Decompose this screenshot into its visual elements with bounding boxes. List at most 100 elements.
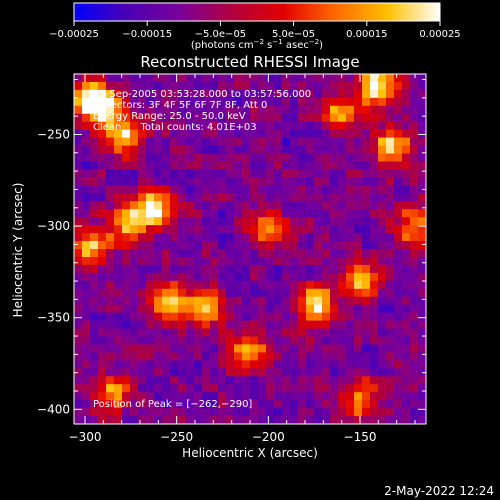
heatmap-cell [298, 161, 307, 170]
heatmap-cell [402, 193, 411, 202]
heatmap-cell [98, 177, 107, 186]
heatmap-cell [210, 360, 219, 369]
heatmap-cell [178, 392, 187, 401]
heatmap-cell [234, 74, 243, 83]
heatmap-cell [114, 193, 123, 202]
heatmap-cell [106, 193, 115, 202]
heatmap-cell [210, 241, 219, 250]
heatmap-cell [274, 368, 283, 377]
heatmap-cell [322, 105, 331, 115]
heatmap-cell [338, 376, 347, 385]
heatmap-cell [282, 129, 291, 139]
heatmap-cell [250, 264, 259, 274]
heatmap-cell [242, 416, 251, 424]
heatmap-cell [130, 328, 139, 337]
heatmap-cell [122, 304, 131, 314]
heatmap-cell [242, 169, 251, 178]
heatmap-cell [370, 137, 379, 146]
heatmap-cell [202, 193, 211, 202]
heatmap-cell [226, 264, 235, 274]
heatmap-cell [106, 249, 115, 258]
heatmap-cell [274, 264, 283, 274]
heatmap-cell [74, 81, 83, 91]
heatmap-cell [362, 280, 371, 290]
chart-title: Reconstructed RHESSI Image [140, 53, 359, 71]
heatmap-cell [354, 129, 363, 139]
heatmap-cell [418, 105, 426, 115]
heatmap-cell [362, 408, 371, 417]
heatmap-cell [242, 328, 251, 337]
heatmap-cell [306, 392, 315, 401]
heatmap-cell [250, 209, 259, 218]
heatmap-cell [298, 264, 307, 274]
heatmap-cell [314, 121, 323, 131]
heatmap-cell [298, 320, 307, 329]
heatmap-cell [370, 97, 379, 107]
heatmap-cell [354, 169, 363, 178]
heatmap-cell [202, 129, 211, 139]
heatmap-cell [378, 233, 387, 242]
heatmap-cell [410, 217, 419, 226]
heatmap-cell [234, 408, 243, 417]
heatmap-cell [218, 408, 227, 417]
heatmap-cell [234, 249, 243, 258]
heatmap-cell [314, 288, 323, 298]
heatmap-cell [394, 416, 403, 424]
heatmap-cell [146, 74, 155, 83]
heatmap-cell [314, 320, 323, 329]
heatmap-cell [194, 249, 203, 258]
heatmap-cell [202, 113, 211, 123]
heatmap-cell [322, 89, 331, 99]
heatmap-cell [330, 217, 339, 226]
heatmap-cell [82, 384, 91, 393]
heatmap-cell [242, 89, 251, 99]
heatmap-cell [130, 145, 139, 154]
heatmap-cell [82, 264, 91, 274]
heatmap-cell [362, 249, 371, 258]
heatmap-cell [154, 336, 163, 345]
heatmap-cell [170, 360, 179, 369]
heatmap-cell [146, 352, 155, 361]
heatmap-cell [242, 312, 251, 321]
heatmap-cell [98, 400, 107, 409]
heatmap-cell [418, 145, 426, 154]
heatmap-cell [226, 368, 235, 377]
heatmap-cell [178, 74, 187, 83]
heatmap-cell [274, 392, 283, 401]
heatmap-cell [178, 336, 187, 345]
heatmap-cell [290, 400, 299, 409]
heatmap-cell [122, 264, 131, 274]
heatmap-cell [98, 201, 107, 210]
heatmap-cell [250, 193, 259, 202]
heatmap-cell [330, 360, 339, 369]
heatmap-cell [274, 408, 283, 417]
heatmap-cell [282, 161, 291, 170]
heatmap-cell [362, 296, 371, 306]
heatmap-cell [290, 89, 299, 99]
heatmap-cell [234, 368, 243, 377]
heatmap-cell [370, 360, 379, 369]
heatmap-cell [290, 320, 299, 329]
heatmap-cell [290, 336, 299, 345]
heatmap-cell [154, 368, 163, 377]
heatmap-cell [210, 217, 219, 226]
heatmap-cell [274, 328, 283, 337]
heatmap-cell [306, 169, 315, 178]
heatmap-cell [114, 416, 123, 424]
heatmap-cell [322, 201, 331, 210]
heatmap-cell [362, 153, 371, 162]
heatmap-cell [74, 161, 83, 170]
heatmap-cell [178, 376, 187, 385]
heatmap-cell [354, 408, 363, 417]
heatmap-cell [202, 74, 211, 83]
heatmap-cell [298, 121, 307, 131]
heatmap-cell [362, 360, 371, 369]
heatmap-cell [298, 217, 307, 226]
heatmap-cell [170, 129, 179, 139]
heatmap-cell [386, 145, 395, 154]
heatmap-cell [370, 81, 379, 91]
heatmap-cell [370, 376, 379, 385]
heatmap-cell [258, 288, 267, 298]
heatmap-cell [186, 241, 195, 250]
